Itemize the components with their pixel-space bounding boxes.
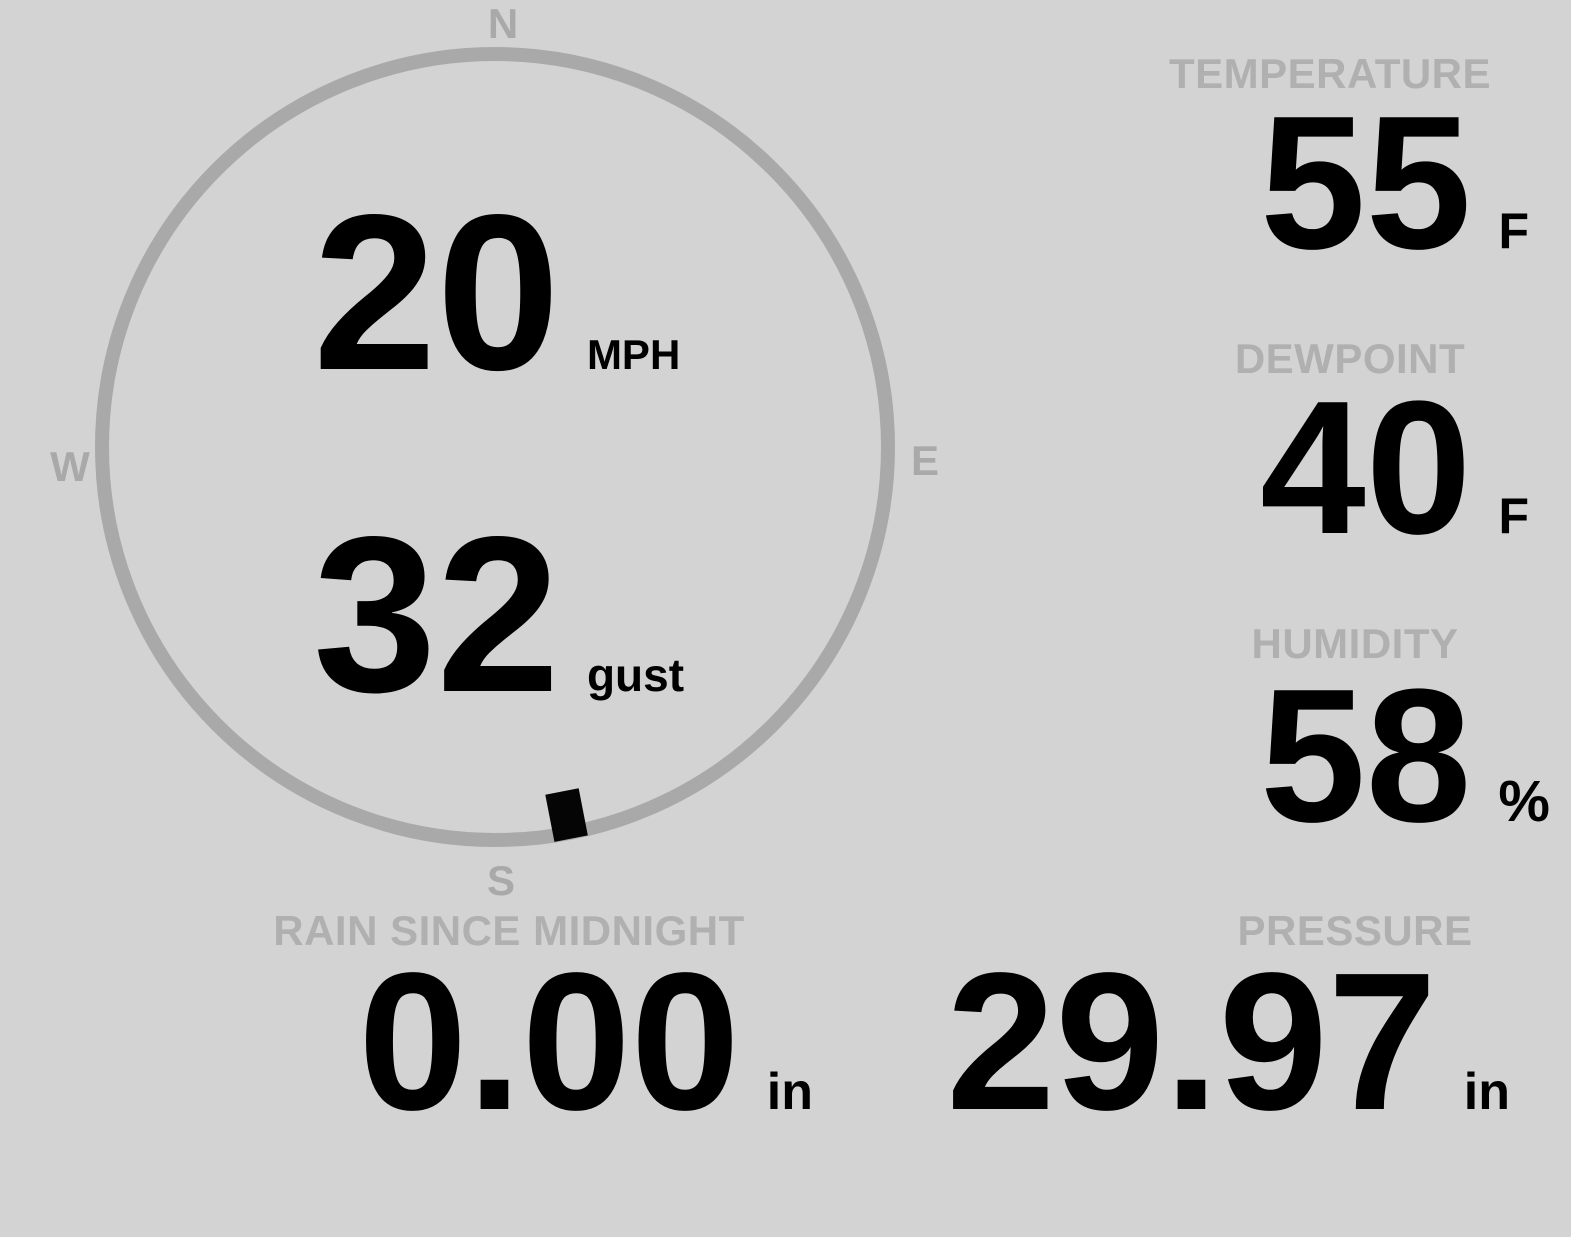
dewpoint-value: 40 [1260, 362, 1472, 574]
compass-label-north: N [487, 0, 519, 47]
wind-direction-marker [545, 788, 588, 842]
dewpoint-value-row: 40 F [1260, 373, 1529, 563]
temperature-unit: F [1498, 203, 1529, 259]
dewpoint-label: DEWPOINT [1234, 335, 1466, 382]
humidity-unit: % [1498, 769, 1550, 834]
compass-label-east: E [910, 437, 940, 484]
rain-value-row: 0.00 in [358, 944, 813, 1140]
rain-label: RAIN SINCE MIDNIGHT [273, 907, 745, 954]
wind-speed-row: 20 MPH [313, 182, 680, 404]
compass-ring [95, 47, 895, 847]
humidity-value-row: 58 % [1260, 661, 1550, 851]
wind-speed-unit: MPH [586, 331, 681, 378]
pressure-value-row: 29.97 in [946, 944, 1510, 1140]
temperature-value-row: 55 F [1260, 88, 1529, 278]
pressure-unit: in [1463, 1063, 1510, 1121]
wind-gust-value: 32 [313, 491, 560, 739]
humidity-label: HUMIDITY [1251, 620, 1459, 667]
wind-speed-value: 20 [313, 169, 560, 417]
rain-unit: in [766, 1063, 813, 1121]
compass-label-south: S [486, 857, 516, 904]
compass-label-west: W [50, 443, 90, 490]
temperature-label: TEMPERATURE [1168, 50, 1492, 97]
pressure-label: PRESSURE [1237, 907, 1473, 954]
wind-gust-row: 32 gust [313, 504, 684, 726]
dewpoint-unit: F [1498, 488, 1529, 544]
wind-gust-unit: gust [586, 649, 685, 701]
rain-value: 0.00 [358, 932, 740, 1151]
temperature-value: 55 [1260, 77, 1472, 289]
pressure-value: 29.97 [946, 932, 1437, 1151]
humidity-value: 58 [1260, 650, 1472, 862]
